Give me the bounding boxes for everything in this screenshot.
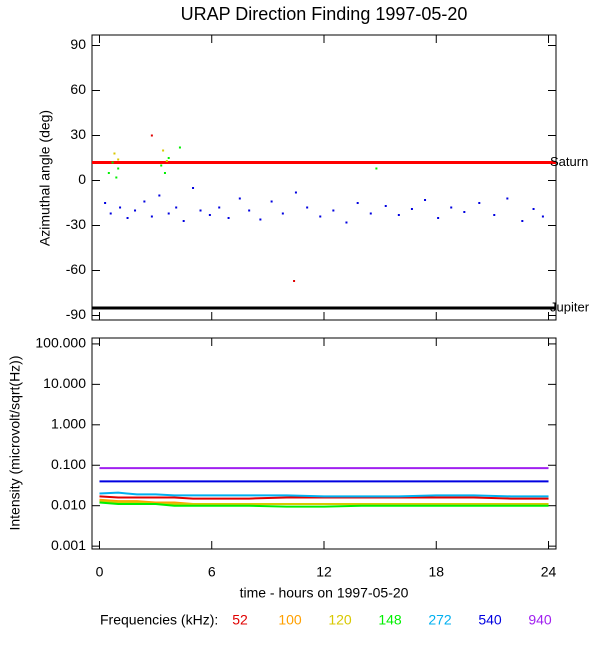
point [397,214,400,216]
point [259,218,262,221]
y-tick-label: 0 [78,171,86,187]
y-tick-label: 60 [70,81,86,97]
point [160,164,163,167]
y-tick-label: -60 [66,261,86,277]
point [281,212,284,215]
y-tick-label: 0.010 [51,496,86,512]
point [319,215,322,218]
legend-entry: 120 [328,612,352,628]
x-tick-label: 6 [208,564,216,580]
point [158,194,161,197]
point [182,220,185,222]
point [134,209,137,212]
y-tick-label: 0.100 [51,456,86,472]
point [384,205,387,207]
y-tick-label: 1.000 [51,416,86,432]
point [208,214,211,216]
point [306,206,309,209]
reference-label: Jupiter [550,299,590,314]
y-tick-label: 0.001 [51,537,86,553]
point [117,167,120,170]
x-tick-label: 24 [541,564,557,580]
point [175,206,178,209]
x-tick-label: 0 [96,564,104,580]
y-tick-label: -90 [66,306,86,322]
series-line [99,491,549,498]
point [437,217,440,219]
point [115,176,118,179]
point [424,199,427,201]
x-tick-label: 18 [428,564,444,580]
y-tick-label: -30 [66,216,86,232]
point [192,187,195,189]
plot-frame [91,337,557,550]
point [332,209,335,212]
legend-entry: 940 [528,612,552,628]
point [117,158,120,161]
point [369,212,372,215]
legend-entry: 272 [428,612,452,628]
point [270,200,273,203]
point [126,217,129,219]
chart-title: URAP Direction Finding 1997-05-20 [181,4,468,24]
point [478,202,481,204]
point [150,215,153,218]
x-tick-label: 12 [316,564,332,580]
point [162,149,165,152]
point [163,172,166,174]
y-axis-label: Azimuthal angle (deg) [37,110,53,246]
legend-entry: 52 [232,612,248,628]
point [293,280,296,282]
y-axis-label: Intensity (microvolt/sqrt(Hz)) [7,355,23,530]
point [178,146,181,149]
point [345,221,348,224]
y-tick-label: 30 [70,126,86,142]
point [248,209,251,212]
point [104,202,107,204]
point [143,200,146,203]
point [506,197,509,200]
point [356,202,359,204]
point [294,191,297,194]
y-tick-label: 90 [70,36,86,52]
series-line [99,501,549,508]
point [521,220,524,222]
point [541,215,544,218]
y-tick-label: 100.000 [35,335,86,351]
point [375,167,378,170]
point [109,212,112,215]
point [410,208,413,210]
point [218,206,221,209]
legend-entry: 148 [378,612,402,628]
point [150,134,153,137]
legend-title: Frequencies (kHz): [100,612,218,628]
x-axis-label: time - hours on 1997-05-20 [240,585,409,601]
point [165,160,168,162]
series-line [99,495,549,500]
point [463,211,466,213]
point [450,206,453,209]
plot-frame [91,34,557,321]
point [167,157,170,159]
point [238,197,241,200]
point [107,172,110,174]
point [113,152,116,155]
point [111,161,114,164]
reference-label: Saturn [550,154,588,169]
legend-entry: 540 [478,612,502,628]
point [493,214,496,216]
point [227,217,230,219]
legend-entry: 100 [278,612,302,628]
point [532,208,535,210]
point [167,212,170,215]
y-tick-label: 10.000 [43,375,86,391]
point [119,206,122,209]
point [199,209,202,212]
